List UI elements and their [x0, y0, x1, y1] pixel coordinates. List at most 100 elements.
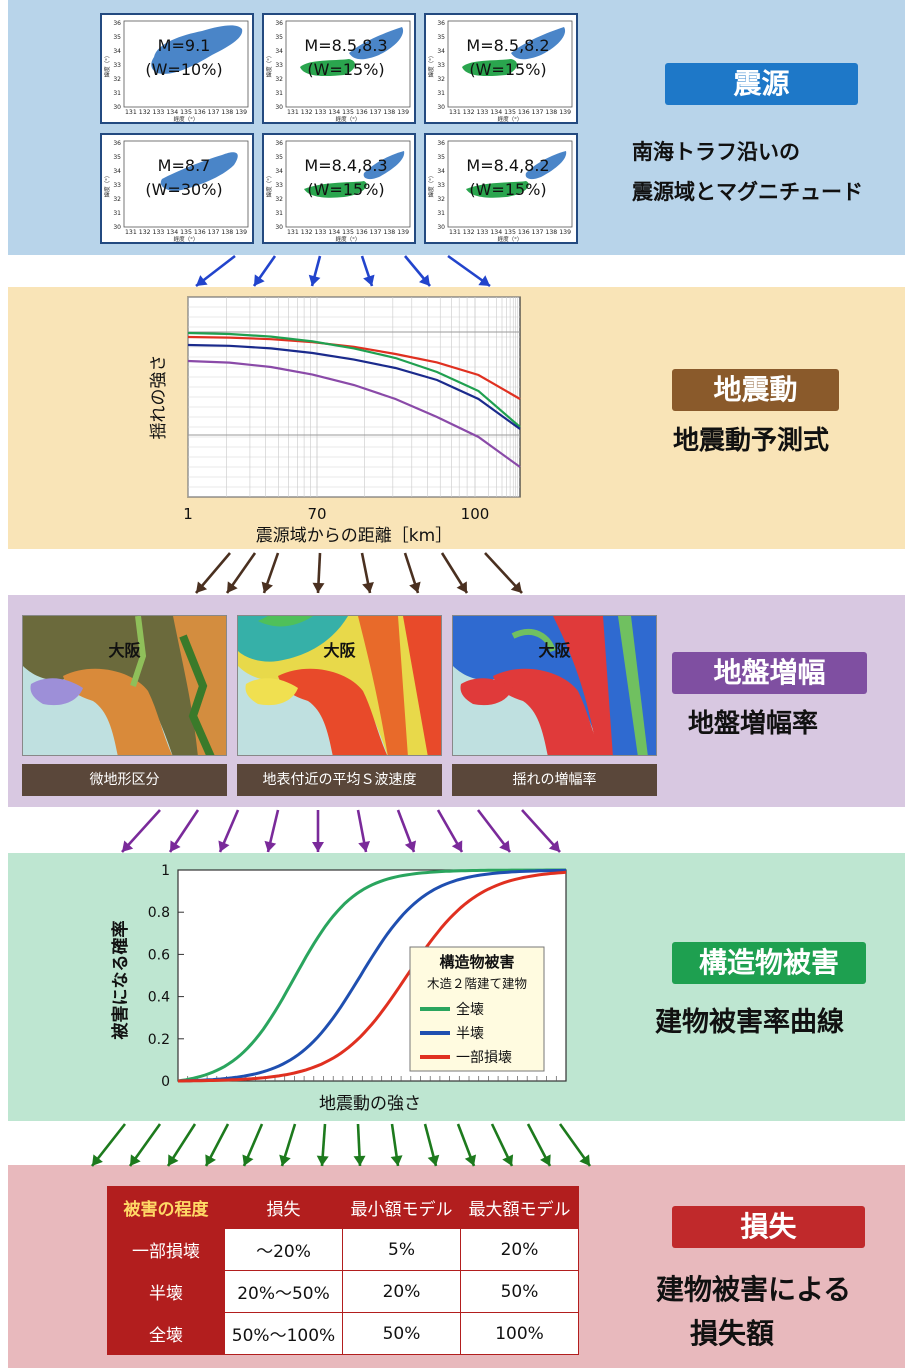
map-xlabel: 経度（°） [336, 235, 361, 242]
map-xticks: 131 132 133 134 135 136 137 138 139 [287, 109, 409, 116]
cell-min: 5% [342, 1228, 461, 1271]
arrow-head [261, 581, 273, 593]
magnitude-label: M=9.1 [158, 36, 211, 55]
map-ytick: 30 [113, 104, 121, 111]
arrow-head [427, 1154, 440, 1166]
rupture-zone-blue [363, 151, 405, 180]
weight-label: (W=10%) [145, 60, 222, 79]
panel-label-s-wave: 地表付近の平均Ｓ波速度 [237, 764, 442, 796]
map-ytick: 30 [275, 104, 283, 111]
map-ytick: 35 [275, 34, 283, 41]
arrow-head [409, 581, 421, 593]
map-ytick: 35 [437, 154, 445, 161]
arrow-head [312, 842, 324, 852]
map-xticks: 131 132 133 134 135 136 137 138 139 [287, 229, 409, 236]
arrows-damage-to-loss [90, 1123, 592, 1167]
legend-ichibu: 一部損壊 [456, 1050, 512, 1066]
attenuation-series-1 [187, 335, 521, 400]
arrow-head [242, 1154, 254, 1166]
weight-label: (W=15%) [307, 180, 384, 199]
legend-subtitle: 木造２階建て建物 [427, 976, 527, 991]
magnitude-label: M=8.5,8.3 [304, 36, 387, 55]
map-ytick: 32 [113, 196, 121, 203]
loss-desc-line2: 損失額 [690, 1317, 775, 1350]
arrow-head [540, 1154, 551, 1166]
rupture-zone-green [304, 181, 367, 198]
structure-damage-desc: 建物被害率曲線 [655, 1007, 844, 1038]
rupture-zone-blue [525, 151, 567, 180]
map-ytick: 31 [437, 210, 445, 217]
header-min-model: 最小額モデル [342, 1186, 461, 1229]
weight-label: (W=30%) [145, 180, 222, 199]
map-ytick: 33 [113, 62, 121, 69]
header-loss: 損失 [224, 1186, 343, 1229]
map-ylabel: 緯度（°） [103, 53, 111, 78]
arrow-head [312, 582, 325, 593]
fragility-series-1 [177, 868, 566, 1083]
magnitude-label: M=8.4,8.3 [304, 156, 387, 175]
rupture-zone-blue [160, 152, 238, 191]
magnitude-label: M=8.4,8.2 [466, 156, 549, 175]
city-label-2: 大阪 [323, 641, 356, 660]
cell-loss: 50%～100% [224, 1312, 343, 1355]
map-ytick: 34 [113, 48, 121, 55]
map-ytick: 36 [275, 140, 283, 147]
fragility-xlabel: 地震動の強さ [319, 1094, 421, 1114]
weight-label: (W=15%) [469, 60, 546, 79]
source-tag: 震源 [665, 63, 858, 105]
map-ytick: 34 [437, 48, 445, 55]
microlandform-map [22, 615, 227, 756]
attenuation-tick-70: 70 [307, 505, 326, 523]
y-tick-label: 1 [161, 863, 170, 879]
source-map-4: 36 35 34 33 32 31 30 131 132 133 134 135 136 13… [100, 133, 254, 244]
arrow-head [227, 581, 238, 593]
source-map-6: 36 35 34 33 32 31 30 131 132 133 134 135 136 13… [424, 133, 578, 244]
arrow-head [130, 1154, 141, 1166]
attenuation-tick-1: 1 [183, 505, 193, 523]
map-ytick: 33 [437, 182, 445, 189]
source-desc-line1: 南海トラフ沿いの [632, 140, 800, 164]
map-ytick: 34 [275, 48, 283, 55]
fragility-ylabel: 被害になる確率 [110, 921, 131, 1040]
map-ytick: 36 [437, 140, 445, 147]
loss-table-header: 被害の程度 損失 最小額モデル 最大額モデル [107, 1186, 579, 1229]
source-map-5: 36 35 34 33 32 31 30 131 132 133 134 135 136 13… [262, 133, 416, 244]
arrow-head [196, 581, 208, 593]
cell-loss: 20%～50% [224, 1270, 343, 1313]
legend-title: 構造物被害 [439, 953, 514, 971]
map-ytick: 35 [113, 154, 121, 161]
map-xticks: 131 132 133 134 135 136 137 138 139 [125, 109, 247, 116]
loss-table: 被害の程度 損失 最小額モデル 最大額モデル 一部損壊 ～20% 5% 20% … [107, 1186, 579, 1355]
rupture-zone-blue [151, 25, 243, 74]
arrow-head [205, 1154, 216, 1166]
map-xlabel: 経度（°） [174, 235, 199, 242]
attenuation-series-3 [187, 343, 521, 430]
row-label: 一部損壊 [107, 1228, 225, 1271]
panel-label-amplification: 揺れの増幅率 [452, 764, 657, 796]
y-tick-label: 0.2 [148, 1032, 170, 1048]
arrow-head [170, 840, 181, 852]
map-xlabel: 経度（°） [498, 235, 523, 242]
header-damage-level: 被害の程度 [107, 1186, 225, 1229]
panel-label-microlandform: 微地形区分 [22, 764, 227, 796]
cell-min: 50% [342, 1312, 461, 1355]
map-ytick: 33 [113, 182, 121, 189]
row-label: 半壊 [107, 1270, 225, 1313]
map-xticks: 131 132 133 134 135 136 137 138 139 [449, 229, 571, 236]
fragility-chart: 0 0.2 0.4 0.6 0.8 1 地震動の強さ 被害になる確率 構造物被害 木造２階… [110, 863, 567, 1114]
source-map-3: 36 35 34 33 32 31 30 131 132 133 134 135 136 13… [424, 13, 578, 124]
map-ytick: 35 [113, 34, 121, 41]
map-ytick: 35 [437, 34, 445, 41]
magnitude-label: M=8.7 [158, 156, 211, 175]
arrow-head [418, 274, 430, 286]
map-ytick: 36 [113, 20, 121, 27]
ground-amplification-desc: 地盤増幅率 [688, 709, 819, 739]
map-ytick: 32 [437, 76, 445, 83]
arrow-head [218, 840, 230, 852]
structure-damage-tag: 構造物被害 [672, 942, 866, 984]
attenuation-series-2 [187, 331, 521, 428]
rupture-zone-blue [349, 27, 404, 60]
rupture-zone-blue [511, 27, 566, 60]
magnitude-label: M=8.5,8.2 [466, 36, 549, 55]
map-ytick: 31 [275, 90, 283, 97]
